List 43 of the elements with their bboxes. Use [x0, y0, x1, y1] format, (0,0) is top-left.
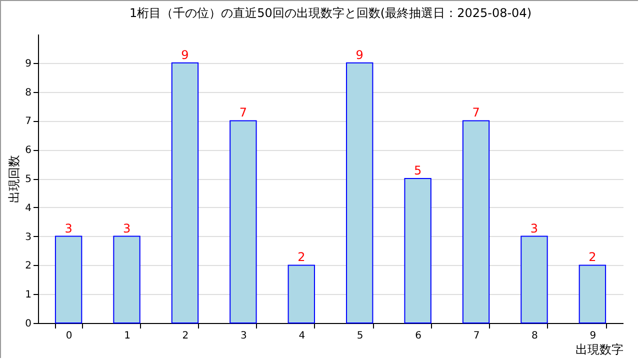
y-tick-label: 4 — [25, 202, 32, 214]
data-label: 3 — [530, 221, 538, 236]
y-tick-label: 8 — [25, 87, 32, 98]
x-tick-label: 5 — [356, 330, 364, 342]
bar — [54, 236, 82, 324]
y-tick-label: 7 — [25, 116, 32, 128]
y-axis-title: 出現回数 — [7, 155, 22, 203]
data-label: 2 — [298, 250, 306, 264]
bar — [404, 178, 432, 324]
bar — [113, 236, 140, 324]
bar — [230, 120, 257, 324]
y-tick-label: 0 — [25, 318, 32, 330]
bar — [346, 62, 374, 324]
x-tick-label: 1 — [124, 330, 130, 342]
data-label: 9 — [181, 48, 189, 62]
data-label: 5 — [414, 164, 422, 178]
bar — [288, 264, 315, 324]
data-label: 2 — [588, 250, 596, 264]
chart-title: 1桁目（千の位）の直近50回の出現数字と回数(最終抽選日：2025-08-04) — [129, 6, 532, 20]
y-tick-label: 3 — [25, 232, 32, 243]
x-tick-label: 7 — [473, 330, 480, 342]
data-label: 3 — [122, 221, 131, 236]
x-tick-label: 0 — [66, 330, 72, 342]
y-tick-label: 1 — [25, 290, 32, 301]
bar — [520, 236, 548, 324]
x-tick-label: 6 — [415, 330, 422, 342]
x-tick-label: 3 — [240, 330, 247, 342]
x-tick-label: 9 — [590, 330, 596, 342]
y-tick-label: 6 — [25, 145, 32, 156]
data-label: 3 — [64, 221, 72, 236]
x-tick-label: 8 — [532, 330, 538, 342]
y-tick-label: 2 — [25, 260, 32, 272]
y-tick-label: 9 — [25, 58, 32, 70]
data-label: 9 — [356, 48, 364, 62]
data-label: 7 — [239, 106, 248, 120]
bar — [462, 120, 490, 324]
bar — [578, 264, 606, 324]
data-label: 7 — [472, 106, 480, 120]
x-tick-label: 4 — [298, 330, 306, 342]
bar — [171, 62, 199, 324]
x-tick-label: 2 — [182, 330, 189, 342]
y-tick-label: 5 — [25, 174, 32, 185]
x-axis-title: 出現数字 — [576, 342, 624, 356]
